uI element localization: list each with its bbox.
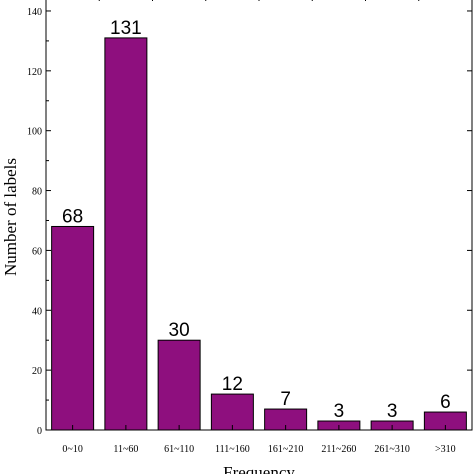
bar-data-label: 68 — [62, 206, 83, 227]
x-tick-label: 11~60 — [113, 444, 138, 455]
y-tick-label: 100 — [27, 127, 42, 138]
y-tick-label: 80 — [32, 187, 42, 198]
y-axis: 0 20 40 60 80 100 120 140 — [27, 0, 473, 437]
x-tick-label: 261~310 — [374, 444, 409, 455]
plot-frame — [45, 0, 473, 431]
bar — [51, 225, 95, 431]
x-tick-label: 0~10 — [62, 444, 82, 455]
bar-series: 68 131 30 12 7 3 3 6 — [51, 18, 467, 431]
y-axis-title: Number of labels — [1, 158, 20, 276]
bar-data-label: 3 — [334, 401, 345, 422]
bar — [210, 393, 254, 431]
x-tick-label: >310 — [435, 444, 456, 455]
bar-data-label: 6 — [440, 392, 451, 413]
bar — [157, 339, 201, 431]
x-tick-label: 61~110 — [164, 444, 194, 455]
bar-data-label: 12 — [222, 374, 243, 395]
y-tick-label: 40 — [32, 306, 42, 317]
x-tick-label: 211~260 — [321, 444, 356, 455]
x-tick-label: 161~210 — [268, 444, 303, 455]
y-tick-label: 0 — [37, 426, 42, 437]
y-tick-label: 60 — [32, 246, 42, 257]
bar-data-label: 131 — [110, 18, 142, 39]
x-axis-title: Frequency — [223, 463, 295, 474]
bar-data-label: 30 — [169, 320, 190, 341]
x-tick-label: 111~160 — [215, 444, 250, 455]
bar-data-label: 3 — [387, 401, 398, 422]
y-tick-label: 120 — [27, 67, 42, 78]
bar-data-label: 7 — [280, 389, 291, 410]
x-axis: 0~10 11~60 61~110 111~160 161~210 211~260 261~… — [62, 425, 456, 455]
bar — [104, 37, 148, 431]
y-tick-label: 140 — [27, 7, 42, 18]
y-tick-label: 20 — [32, 366, 42, 377]
